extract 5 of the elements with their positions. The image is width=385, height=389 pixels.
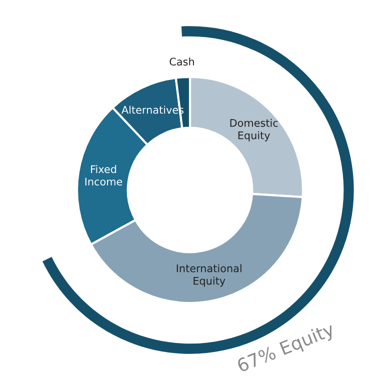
slice-label: Fixed Income	[85, 165, 122, 186]
slice-label: International Equity	[176, 264, 242, 287]
slice-label: Cash	[170, 58, 194, 66]
text: 67% Equity	[236, 322, 337, 376]
slice-label: Domestic Equity	[230, 118, 278, 142]
